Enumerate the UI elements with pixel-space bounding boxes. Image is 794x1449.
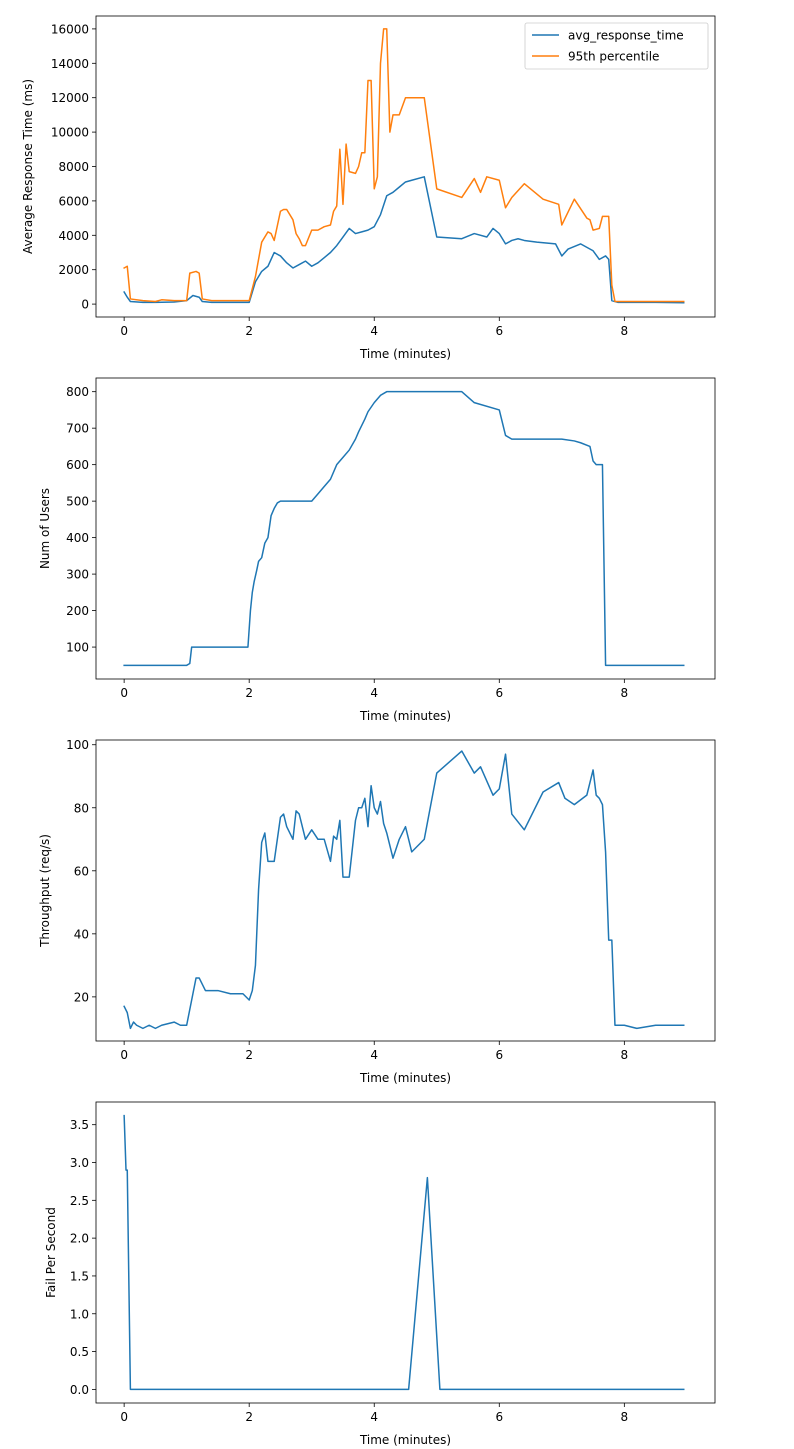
y-tick-label: 1.0 [70,1307,89,1321]
x-tick-label: 0 [120,1410,128,1424]
series-line-avg-response-time [123,176,685,304]
x-tick-label: 8 [621,1048,629,1062]
y-tick-label: 400 [66,531,89,545]
x-tick-label: 2 [245,686,253,700]
x-axis-label: Time (minutes) [359,1433,451,1447]
y-tick-label: 3.5 [70,1118,89,1132]
y-tick-label: 200 [66,604,89,618]
y-tick-label: 100 [66,738,89,752]
x-tick-label: 2 [245,1048,253,1062]
y-tick-label: 800 [66,385,89,399]
y-tick-label: 3.0 [70,1156,89,1170]
series-line-throughput [123,750,685,1030]
x-tick-label: 2 [245,324,253,338]
y-axis-label: Num of Users [38,488,52,569]
x-axis-label: Time (minutes) [359,709,451,723]
series-line-users [123,390,685,667]
y-axis-label: Fail Per Second [44,1207,58,1298]
chart-2: 0 2 4 6 8 100 200 300 400 500 600 700 800 Time (minut… [38,377,716,723]
y-tick-label: 500 [66,495,89,509]
x-axis-label: Time (minutes) [359,1071,451,1085]
x-tick-label: 4 [370,324,378,338]
y-tick-label: 1.5 [70,1269,89,1283]
axes-frame [95,1101,716,1404]
chart-4: 0 2 4 6 8 0.0 0.5 1.0 1.5 2.0 2.5 3.0 3.5 Time (minut… [44,1101,716,1447]
x-tick-label: 2 [245,1410,253,1424]
axes-frame [95,377,716,680]
chart-3: 0 2 4 6 8 20 40 60 80 100 Time (minutes) Throughput… [38,738,716,1085]
y-tick-label: 6000 [58,194,89,208]
y-axis-label: Throughput (req/s) [38,834,52,948]
y-tick-label: 0.0 [70,1383,89,1397]
y-tick-label: 2000 [58,263,89,277]
y-tick-label: 16000 [51,22,89,36]
y-tick-label: 600 [66,458,89,472]
series-line-95th-percentile [123,28,685,303]
legend-label: avg_response_time [568,29,684,43]
y-tick-label: 100 [66,641,89,655]
y-tick-label: 60 [74,864,89,878]
legend: avg_response_time 95th percentile [524,22,709,70]
axes-frame [95,739,716,1042]
x-tick-label: 8 [621,324,629,338]
x-tick-label: 6 [495,1410,503,1424]
x-tick-label: 6 [495,1048,503,1062]
x-tick-label: 8 [621,686,629,700]
chart-1: 0 2 4 6 8 0 2000 4000 6000 8000 10000 12000 14000 160… [21,15,716,361]
y-tick-label: 80 [74,801,89,815]
x-tick-label: 6 [495,324,503,338]
x-axis-label: Time (minutes) [359,347,451,361]
y-tick-label: 12000 [51,91,89,105]
y-axis-label: Average Response Time (ms) [21,79,35,254]
y-tick-label: 700 [66,422,89,436]
x-tick-label: 0 [120,686,128,700]
x-tick-label: 0 [120,1048,128,1062]
series-line-fail-per-second [123,1114,685,1391]
x-tick-label: 6 [495,686,503,700]
x-tick-label: 0 [120,324,128,338]
y-tick-label: 4000 [58,229,89,243]
x-tick-label: 4 [370,1410,378,1424]
legend-box [524,22,709,70]
y-tick-label: 14000 [51,57,89,71]
x-tick-label: 8 [621,1410,629,1424]
x-tick-label: 4 [370,686,378,700]
y-tick-label: 10000 [51,126,89,140]
y-tick-label: 0 [81,298,89,312]
y-tick-label: 300 [66,568,89,582]
y-tick-label: 20 [74,990,89,1004]
y-tick-label: 2.0 [70,1232,89,1246]
y-tick-label: 2.5 [70,1194,89,1208]
y-tick-label: 0.5 [70,1345,89,1359]
x-tick-label: 4 [370,1048,378,1062]
y-tick-label: 40 [74,927,89,941]
legend-label: 95th percentile [568,50,659,64]
y-tick-label: 8000 [58,160,89,174]
